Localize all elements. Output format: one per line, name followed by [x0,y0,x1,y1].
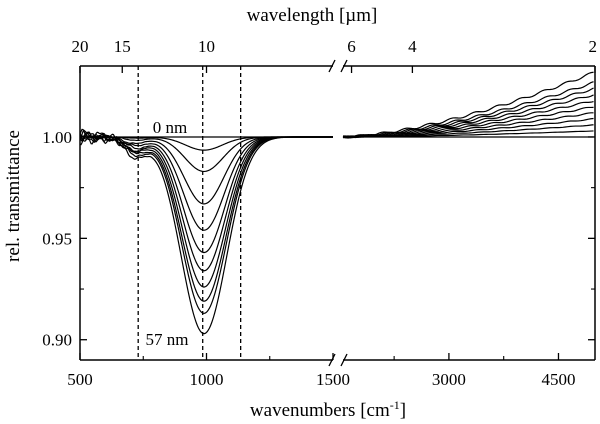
top-axis-title: wavelength [µm] [247,5,378,26]
series-4-low-range [79,134,333,231]
top-tick-label-1: 15 [114,37,131,56]
bottom-axis-title: wavenumbers [cm-1] [250,398,406,421]
series-5-low-range [79,132,333,254]
axis-break-mark-1b [340,353,348,367]
bottom-axis-title-end: ] [400,400,406,421]
bottom-axis-title-sup: -1 [390,398,400,412]
axis-break-mark-0a [328,59,336,73]
axis-break-mark-1a [328,353,336,367]
annotation-57nm: 57 nm [146,330,189,349]
bottom-axis-title-main: wavenumbers [cm [250,400,390,421]
bottom-tick-label-0: 500 [67,370,93,389]
top-tick-label-0: 20 [72,37,89,56]
axis-break-mark-0b [340,59,348,73]
top-tick-label-2: 10 [198,37,215,56]
y-tick-label-2: 0.90 [42,331,72,350]
series-6-low-range [79,132,333,272]
bottom-tick-label-2: 1500 [316,370,350,389]
series-10-high-range [342,71,594,139]
series-7-high-range [342,94,594,138]
plot-layer: 500 1000 1500 3000 4500 20 15 10 6 4 2 1.00 0.95 0.90 [42,37,597,389]
series-2-high-range [342,124,594,138]
series-3-low-range [79,134,333,205]
annotation-0nm: 0 nm [153,118,187,137]
y-axis-title: rel. transmittance [3,130,24,262]
series-8-high-range [342,87,594,139]
top-tick-label-5: 2 [589,37,598,56]
series-10-low-range [79,128,333,335]
series-8-low-range [79,131,333,302]
bottom-tick-label-1: 1000 [190,370,224,389]
y-tick-label-1: 0.95 [42,229,72,248]
top-tick-label-3: 6 [347,37,356,56]
bottom-tick-label-3: 3000 [432,370,466,389]
series-7-low-range [79,132,333,288]
y-tick-label-0: 1.00 [42,128,72,147]
series-9-high-range [342,81,594,139]
top-tick-label-4: 4 [408,37,417,56]
bottom-tick-label-4: 4500 [541,370,575,389]
